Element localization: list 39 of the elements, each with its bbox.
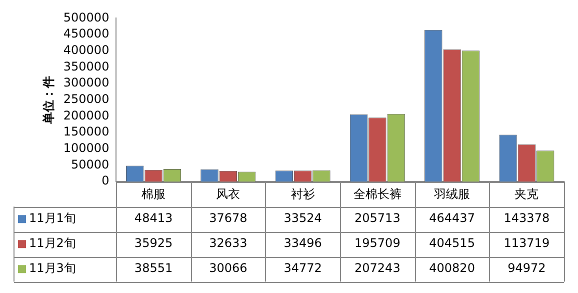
y-tick-label: 400000 bbox=[63, 43, 110, 58]
data-label: 30066 bbox=[209, 261, 248, 276]
y-tick-label: 150000 bbox=[63, 124, 110, 139]
x-tick-label: 夹克 bbox=[514, 186, 539, 201]
data-label: 143378 bbox=[504, 211, 550, 226]
data-label: 113719 bbox=[504, 236, 550, 250]
y-tick-label: 50000 bbox=[71, 157, 110, 172]
data-label: 32633 bbox=[209, 236, 248, 250]
data-label: 404515 bbox=[429, 236, 475, 250]
y-tick-label: 200000 bbox=[63, 108, 110, 122]
y-tick-label: 0 bbox=[102, 174, 110, 188]
data-label: 35925 bbox=[134, 236, 173, 250]
y-tick-label: 450000 bbox=[63, 26, 110, 41]
y-tick-label: 350000 bbox=[63, 59, 110, 74]
y-axis-title: 单位：件 bbox=[41, 76, 56, 125]
y-tick-label: 300000 bbox=[63, 76, 110, 90]
data-label: 400820 bbox=[429, 261, 475, 276]
legend-label: 11月2旬 bbox=[29, 236, 76, 250]
data-label: 94972 bbox=[508, 261, 546, 276]
data-label: 34772 bbox=[284, 261, 322, 276]
data-label: 33496 bbox=[284, 236, 322, 250]
y-tick-label: 100000 bbox=[63, 141, 110, 156]
data-label: 37678 bbox=[209, 211, 248, 226]
data-label: 38551 bbox=[134, 261, 173, 276]
y-tick-label: 250000 bbox=[63, 92, 110, 106]
data-label: 48413 bbox=[134, 211, 173, 226]
legend-label: 11月3旬 bbox=[29, 261, 76, 276]
y-tick-label: 500000 bbox=[63, 10, 110, 24]
x-tick-label: 全棉长裤 bbox=[353, 186, 402, 201]
legend-label: 11月1旬 bbox=[29, 211, 76, 226]
data-label: 207243 bbox=[354, 261, 400, 276]
x-tick-label: 衬衫 bbox=[290, 186, 315, 201]
x-tick-label: 棉服 bbox=[142, 186, 166, 201]
data-label: 195709 bbox=[354, 236, 400, 250]
data-label: 33524 bbox=[284, 211, 322, 226]
data-label: 205713 bbox=[354, 211, 400, 226]
x-tick-label: 羽绒服 bbox=[433, 186, 470, 201]
x-tick-label: 风衣 bbox=[216, 186, 240, 201]
data-label: 464437 bbox=[429, 211, 475, 226]
